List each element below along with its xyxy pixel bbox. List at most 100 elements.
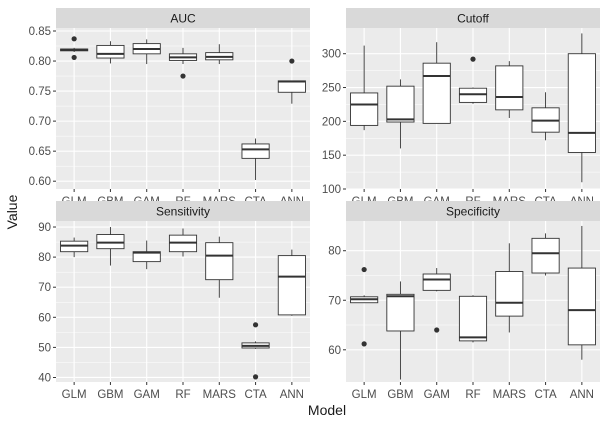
- y-tick-label: 70: [38, 282, 51, 294]
- facet-title: AUC: [170, 12, 196, 26]
- iqr-box: [531, 237, 560, 274]
- y-tick-label: 80: [328, 246, 341, 258]
- x-tick-label: MARS: [493, 389, 527, 401]
- facet-panels: AUC 0.60 0.65 0.70 0.75 0.80 0.85 GLM GBM GAM RF MA…: [29, 8, 600, 401]
- facet-title: Cutoff: [457, 12, 489, 26]
- iqr-box: [241, 143, 270, 159]
- outlier-point: [434, 327, 440, 333]
- iqr-box: [96, 44, 125, 59]
- iqr-box: [350, 92, 379, 126]
- iqr-box: [277, 80, 306, 93]
- box-glm: [60, 237, 89, 258]
- outlier-point: [71, 36, 77, 42]
- box-cta: [241, 138, 270, 180]
- box-ann: [567, 225, 596, 360]
- facet-cutoff: Cutoff100150200250300GLMGBMGAMRFMARSCTAA…: [322, 8, 600, 208]
- y-axis-title: Value: [4, 194, 20, 229]
- iqr-box: [277, 255, 306, 316]
- x-tick-label: GAM: [424, 389, 450, 401]
- iqr-box: [422, 273, 451, 291]
- box-gbm: [386, 281, 415, 380]
- x-tick-label: GBM: [387, 389, 413, 401]
- x-axis-title: Model: [308, 402, 346, 418]
- box-mars: [495, 243, 524, 333]
- y-tick-label: 90: [38, 222, 51, 234]
- iqr-box: [386, 85, 415, 123]
- y-tick-label: 0.80: [29, 56, 51, 68]
- outlier-point: [180, 73, 186, 79]
- box-glm: [350, 266, 379, 347]
- y-tick-label: 0.65: [29, 146, 51, 158]
- facet-strip: [56, 8, 310, 28]
- box-gam: [132, 39, 161, 65]
- y-tick-label: 200: [322, 116, 341, 128]
- x-tick-label: ANN: [280, 389, 304, 401]
- box-glm: [60, 36, 89, 61]
- box-mars: [495, 61, 524, 118]
- outlier-point: [252, 374, 259, 380]
- x-tick-label: GBM: [97, 389, 123, 401]
- iqr-box: [567, 267, 596, 346]
- iqr-box: [205, 242, 234, 281]
- box-gbm: [96, 41, 125, 64]
- y-tick-label: 60: [328, 345, 341, 357]
- x-tick-label: RF: [465, 389, 480, 401]
- x-tick-label: GLM: [62, 389, 87, 401]
- box-mars: [205, 236, 234, 298]
- y-tick-label: 50: [38, 342, 51, 354]
- facet-auc: AUC0.600.650.700.750.800.85GLMGBMGAMRFMA…: [29, 8, 310, 208]
- x-tick-label: RF: [175, 389, 190, 401]
- facet-title: Sensitivity: [156, 205, 210, 219]
- outlier-point: [470, 56, 476, 62]
- y-tick-label: 40: [38, 372, 51, 384]
- outlier-point: [252, 322, 259, 328]
- x-tick-label: CTA: [244, 389, 266, 401]
- y-tick-label: 100: [322, 184, 341, 196]
- facet-strip: [346, 201, 600, 221]
- y-tick-label: 60: [38, 312, 51, 324]
- y-tick-label: 300: [322, 49, 341, 61]
- outlier-point: [289, 58, 295, 64]
- box-glm: [350, 45, 379, 131]
- y-tick-label: 250: [322, 83, 341, 95]
- box-ann: [567, 33, 596, 183]
- box-rf: [458, 56, 488, 104]
- box-cta: [241, 322, 270, 380]
- box-mars: [205, 44, 234, 65]
- iqr-box: [495, 65, 524, 111]
- x-tick-label: MARS: [203, 389, 237, 401]
- iqr-box: [386, 293, 415, 332]
- y-tick-label: 80: [38, 252, 51, 264]
- box-cta: [531, 92, 560, 141]
- box-rf: [168, 228, 198, 257]
- iqr-box: [495, 271, 524, 317]
- box-rf: [458, 295, 488, 343]
- iqr-box: [458, 295, 488, 342]
- box-ann: [277, 249, 306, 316]
- y-tick-label: 0.70: [29, 116, 51, 128]
- y-tick-label: 70: [328, 295, 341, 307]
- outlier-point: [361, 266, 367, 273]
- y-tick-label: 0.75: [29, 86, 51, 98]
- iqr-box: [458, 87, 488, 103]
- facet-sensitivity: Sensitivity 40 50 60 70 80 90 GLM GBM GAM RF MARS CT…: [38, 201, 310, 401]
- outlier-point: [361, 341, 367, 347]
- iqr-box: [422, 62, 451, 124]
- facet-strip: [346, 8, 600, 28]
- y-tick-label: 0.60: [29, 176, 51, 188]
- facet-specificity: Specificity 60 70 80 GLM GBM GAM RF MARS CTA ANN: [328, 201, 600, 401]
- iqr-box: [96, 234, 125, 250]
- box-gam: [422, 42, 451, 124]
- box-gbm: [96, 227, 125, 266]
- x-tick-label: CTA: [534, 389, 556, 401]
- x-tick-label: GAM: [134, 389, 160, 401]
- outlier-point: [71, 54, 77, 61]
- facet-strip: [56, 201, 310, 221]
- iqr-box: [567, 53, 596, 153]
- y-tick-label: 150: [322, 150, 341, 162]
- y-tick-label: 0.85: [29, 26, 51, 38]
- facet-title: Specificity: [446, 205, 500, 219]
- box-gam: [422, 268, 451, 333]
- x-tick-label: GLM: [352, 389, 377, 401]
